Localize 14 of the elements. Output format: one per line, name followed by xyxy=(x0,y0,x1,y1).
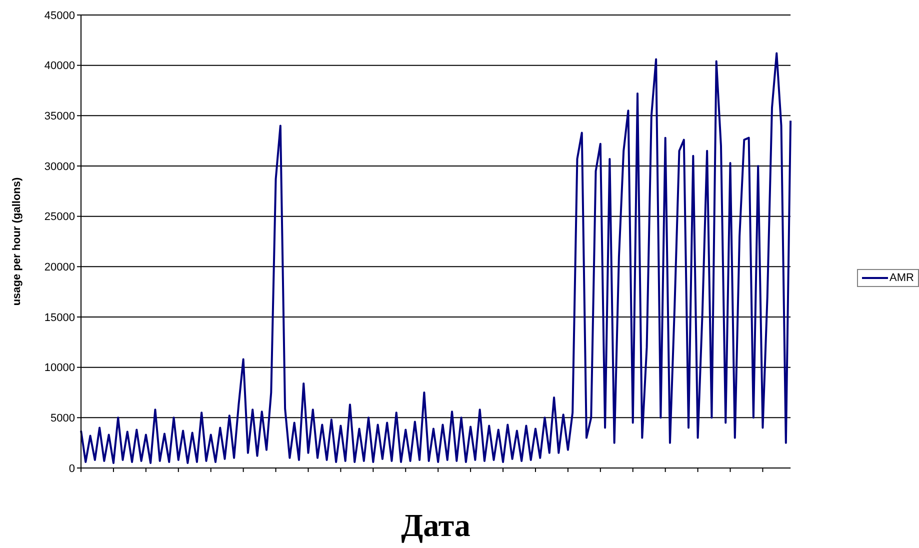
y-tick-label: 20000 xyxy=(44,262,75,274)
y-tick-label: 40000 xyxy=(44,60,75,72)
y-tick-label: 5000 xyxy=(50,412,75,425)
x-axis-title: Дата xyxy=(401,507,470,543)
y-tick-label: 15000 xyxy=(44,312,75,324)
y-tick-label: 10000 xyxy=(44,362,75,374)
legend-label: AMR xyxy=(890,272,914,284)
y-axis-title: usage per hour (gallons) xyxy=(10,176,23,306)
y-tick-label: 25000 xyxy=(44,211,75,224)
y-tick-label: 30000 xyxy=(44,160,75,173)
line-series xyxy=(80,52,792,464)
y-tick-label: 45000 xyxy=(44,10,75,22)
y-tick-label: 0 xyxy=(68,462,75,475)
y-tick-label: 35000 xyxy=(44,110,75,123)
